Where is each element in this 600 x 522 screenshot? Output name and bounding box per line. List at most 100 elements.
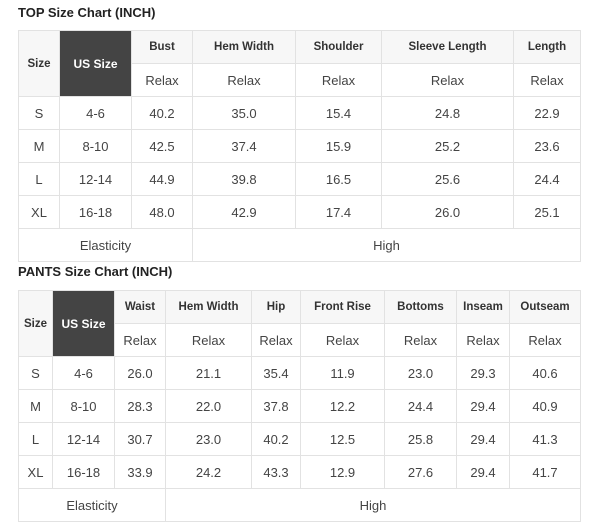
table-row: S 4-6 40.2 35.0 15.4 24.8 22.9 bbox=[18, 96, 581, 130]
table-row: S 4-6 26.0 21.1 35.4 11.9 23.0 29.3 40.6 bbox=[18, 356, 581, 390]
elasticity-value: High bbox=[192, 228, 581, 262]
measurement-cell: 37.8 bbox=[251, 389, 301, 423]
measurement-cell: 35.0 bbox=[192, 96, 296, 130]
us-size-cell: 8-10 bbox=[52, 389, 115, 423]
measurement-cell: 23.6 bbox=[513, 129, 581, 163]
us-size-cell: 12-14 bbox=[52, 422, 115, 456]
fit-label: Relax bbox=[509, 323, 581, 357]
measurement-cell: 44.9 bbox=[131, 162, 193, 196]
size-cell: XL bbox=[18, 195, 60, 229]
measurement-cell: 29.3 bbox=[456, 356, 510, 390]
measurement-cell: 17.4 bbox=[295, 195, 382, 229]
measurement-cell: 33.9 bbox=[114, 455, 166, 489]
column-header: Bottoms bbox=[384, 290, 457, 324]
measurement-cell: 25.8 bbox=[384, 422, 457, 456]
measurement-cell: 11.9 bbox=[300, 356, 385, 390]
measurement-cell: 39.8 bbox=[192, 162, 296, 196]
measurement-cell: 25.2 bbox=[381, 129, 514, 163]
column-header: Bust bbox=[131, 30, 193, 64]
measurement-cell: 40.2 bbox=[131, 96, 193, 130]
size-cell: S bbox=[18, 356, 53, 390]
column-header: Hem Width bbox=[165, 290, 252, 324]
measurement-cell: 26.0 bbox=[114, 356, 166, 390]
fit-label: Relax bbox=[114, 323, 166, 357]
column-header: Waist bbox=[114, 290, 166, 324]
fit-label: Relax bbox=[251, 323, 301, 357]
table-row: XL 16-18 48.0 42.9 17.4 26.0 25.1 bbox=[18, 195, 581, 229]
us-size-cell: 8-10 bbox=[59, 129, 132, 163]
elasticity-label: Elasticity bbox=[18, 228, 193, 262]
size-cell: M bbox=[18, 129, 60, 163]
fit-label: Relax bbox=[300, 323, 385, 357]
elasticity-row: Elasticity High bbox=[18, 488, 581, 522]
measurement-cell: 29.4 bbox=[456, 455, 510, 489]
measurement-cell: 21.1 bbox=[165, 356, 252, 390]
measurement-cell: 30.7 bbox=[114, 422, 166, 456]
measurement-cell: 27.6 bbox=[384, 455, 457, 489]
measurement-cell: 16.5 bbox=[295, 162, 382, 196]
size-cell: S bbox=[18, 96, 60, 130]
pants-chart-title: PANTS Size Chart (INCH) bbox=[18, 264, 173, 279]
size-header: Size bbox=[18, 30, 60, 97]
measurement-cell: 12.5 bbox=[300, 422, 385, 456]
column-header: Length bbox=[513, 30, 581, 64]
measurement-cell: 12.9 bbox=[300, 455, 385, 489]
fit-label: Relax bbox=[165, 323, 252, 357]
fit-label: Relax bbox=[384, 323, 457, 357]
table-row: L 12-14 44.9 39.8 16.5 25.6 24.4 bbox=[18, 162, 581, 196]
fit-label: Relax bbox=[131, 63, 193, 97]
size-cell: M bbox=[18, 389, 53, 423]
measurement-cell: 24.2 bbox=[165, 455, 252, 489]
measurement-cell: 43.3 bbox=[251, 455, 301, 489]
measurement-cell: 23.0 bbox=[165, 422, 252, 456]
pants-size-table: Size US Size Waist Hem Width Hip Front Rise Bo… bbox=[18, 290, 581, 522]
header-row: Size US Size Bust Hem Width Shoulder Sleeve L… bbox=[18, 30, 581, 97]
top-chart-title: TOP Size Chart (INCH) bbox=[18, 5, 156, 20]
column-header: Sleeve Length bbox=[381, 30, 514, 64]
table-row: M 8-10 28.3 22.0 37.8 12.2 24.4 29.4 40.9 bbox=[18, 389, 581, 423]
header-row: Size US Size Waist Hem Width Hip Front Rise Bo… bbox=[18, 290, 581, 357]
elasticity-value: High bbox=[165, 488, 581, 522]
size-cell: L bbox=[18, 422, 53, 456]
us-size-header: US Size bbox=[52, 290, 115, 357]
measurement-cell: 35.4 bbox=[251, 356, 301, 390]
fit-label: Relax bbox=[456, 323, 510, 357]
elasticity-row: Elasticity High bbox=[18, 228, 581, 262]
measurement-cell: 24.8 bbox=[381, 96, 514, 130]
fit-label: Relax bbox=[513, 63, 581, 97]
measurement-cell: 15.4 bbox=[295, 96, 382, 130]
measurement-cell: 41.3 bbox=[509, 422, 581, 456]
fit-label: Relax bbox=[381, 63, 514, 97]
measurement-cell: 26.0 bbox=[381, 195, 514, 229]
measurement-cell: 42.9 bbox=[192, 195, 296, 229]
measurement-cell: 24.4 bbox=[384, 389, 457, 423]
column-header: Hem Width bbox=[192, 30, 296, 64]
top-size-table: Size US Size Bust Hem Width Shoulder Sleeve L… bbox=[18, 30, 581, 262]
elasticity-label: Elasticity bbox=[18, 488, 166, 522]
column-header: Shoulder bbox=[295, 30, 382, 64]
measurement-cell: 25.1 bbox=[513, 195, 581, 229]
column-header: Outseam bbox=[509, 290, 581, 324]
measurement-cell: 23.0 bbox=[384, 356, 457, 390]
measurement-cell: 41.7 bbox=[509, 455, 581, 489]
measurement-cell: 12.2 bbox=[300, 389, 385, 423]
subheader-row: Relax Relax Relax Relax Relax Relax Relax bbox=[19, 323, 581, 357]
measurement-cell: 24.4 bbox=[513, 162, 581, 196]
measurement-cell: 28.3 bbox=[114, 389, 166, 423]
column-header: Front Rise bbox=[300, 290, 385, 324]
us-size-header: US Size bbox=[59, 30, 132, 97]
measurement-cell: 40.6 bbox=[509, 356, 581, 390]
column-header: Hip bbox=[251, 290, 301, 324]
us-size-cell: 4-6 bbox=[52, 356, 115, 390]
measurement-cell: 40.9 bbox=[509, 389, 581, 423]
measurement-cell: 48.0 bbox=[131, 195, 193, 229]
measurement-cell: 15.9 bbox=[295, 129, 382, 163]
measurement-cell: 29.4 bbox=[456, 389, 510, 423]
column-header: Inseam bbox=[456, 290, 510, 324]
measurement-cell: 37.4 bbox=[192, 129, 296, 163]
measurement-cell: 40.2 bbox=[251, 422, 301, 456]
table-row: L 12-14 30.7 23.0 40.2 12.5 25.8 29.4 41.3 bbox=[18, 422, 581, 456]
us-size-cell: 4-6 bbox=[59, 96, 132, 130]
measurement-cell: 25.6 bbox=[381, 162, 514, 196]
us-size-cell: 12-14 bbox=[59, 162, 132, 196]
